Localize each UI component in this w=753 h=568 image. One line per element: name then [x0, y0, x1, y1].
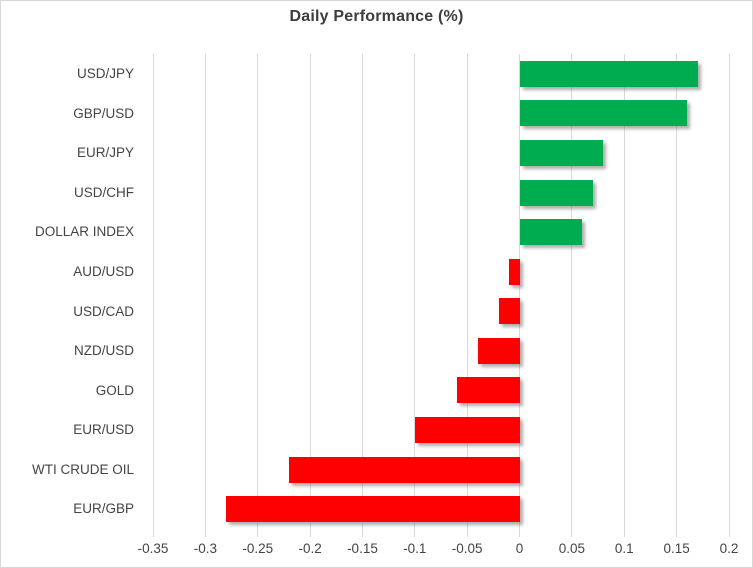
category-label: EUR/GBP: [73, 501, 134, 517]
category-label: EUR/USD: [73, 422, 134, 438]
gridline: [676, 54, 678, 529]
bar-wti-crude-oil: [289, 456, 520, 483]
gridline: [728, 54, 730, 529]
bar-eur-usd: [414, 417, 520, 444]
category-label: AUD/USD: [73, 263, 134, 279]
bar-aud-usd: [509, 258, 520, 285]
x-tick-label: -0.25: [242, 541, 274, 556]
x-tick-label: 0.15: [663, 541, 690, 556]
bar-nzd-usd: [477, 337, 520, 364]
category-label: DOLLAR INDEX: [34, 224, 134, 240]
gridline: [309, 54, 311, 529]
gridline: [204, 54, 206, 529]
bar-gold: [456, 377, 520, 404]
tick-mark: [519, 529, 521, 537]
x-tick-label: 0.05: [558, 541, 586, 556]
x-tick-label: 0: [515, 541, 524, 556]
category-label: USD/JPY: [76, 66, 134, 81]
tick-mark: [204, 529, 206, 537]
tick-mark: [571, 529, 573, 537]
x-tick-label: -0.1: [403, 541, 427, 556]
tick-mark: [623, 529, 625, 537]
category-label: USD/CAD: [73, 303, 134, 319]
bar-eur-jpy: [519, 139, 604, 166]
bar-usd-cad: [498, 298, 520, 325]
bar-usd-chf: [519, 179, 593, 206]
tick-mark: [361, 529, 363, 537]
x-tick-label: 0.1: [614, 541, 634, 556]
gridline: [623, 54, 625, 529]
bar-dollar-index: [519, 219, 583, 246]
category-label: GBP/USD: [73, 105, 134, 121]
category-label: NZD/USD: [74, 343, 134, 359]
category-label: EUR/JPY: [76, 145, 134, 161]
tick-mark: [466, 529, 468, 537]
gridline: [466, 54, 468, 529]
bar-gbp-usd: [519, 100, 688, 127]
tick-mark: [728, 529, 730, 537]
x-tick-label: -0.15: [347, 541, 378, 556]
gridline: [361, 54, 363, 529]
gridline: [571, 54, 573, 529]
x-tick-label: -0.05: [451, 541, 483, 556]
gridline: [152, 54, 154, 529]
tick-mark: [152, 529, 154, 537]
chart-title: Daily Performance (%): [289, 8, 464, 25]
x-tick-label: -0.2: [298, 541, 322, 556]
tick-mark: [309, 529, 311, 537]
tick-mark: [676, 529, 678, 537]
x-tick-label: -0.3: [193, 541, 217, 556]
gridline: [414, 54, 416, 529]
plot-area: [152, 54, 730, 529]
category-label: WTI CRUDE OIL: [31, 461, 134, 477]
x-tick-label: 0.2: [719, 541, 739, 556]
bar-eur-gbp: [226, 496, 520, 523]
category-label: USD/CHF: [74, 184, 134, 200]
gridline: [519, 54, 521, 529]
x-tick-label: -0.35: [137, 541, 169, 556]
bar-usd-jpy: [519, 60, 698, 87]
tick-mark: [414, 529, 416, 537]
category-label: GOLD: [95, 382, 134, 398]
gridline: [257, 54, 259, 529]
tick-mark: [257, 529, 259, 537]
